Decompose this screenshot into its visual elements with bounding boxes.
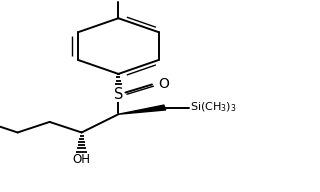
Text: Si(CH$_3$)$_3$: Si(CH$_3$)$_3$: [190, 101, 237, 114]
Text: S: S: [114, 87, 123, 102]
Polygon shape: [118, 105, 166, 114]
Text: O: O: [158, 77, 169, 90]
Text: OH: OH: [73, 153, 91, 166]
Text: CH$_3$: CH$_3$: [107, 0, 130, 1]
